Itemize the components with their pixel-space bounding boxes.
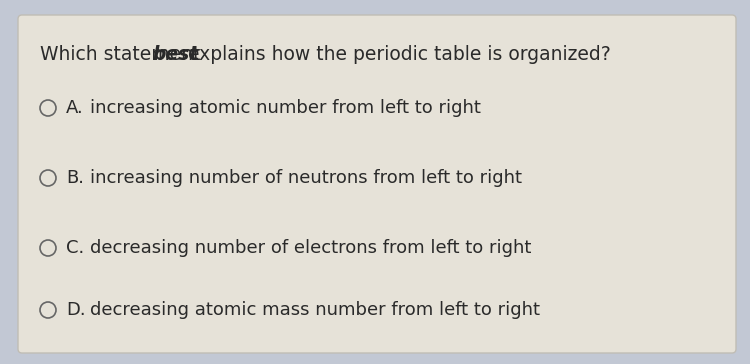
- Text: increasing number of neutrons from left to right: increasing number of neutrons from left …: [90, 169, 522, 187]
- Text: C.: C.: [66, 239, 84, 257]
- Text: D.: D.: [66, 301, 86, 319]
- Text: decreasing atomic mass number from left to right: decreasing atomic mass number from left …: [90, 301, 540, 319]
- FancyBboxPatch shape: [18, 15, 736, 353]
- Text: A.: A.: [66, 99, 84, 117]
- Text: explains how the periodic table is organized?: explains how the periodic table is organ…: [182, 46, 610, 64]
- Text: Which statement: Which statement: [40, 46, 206, 64]
- Text: increasing atomic number from left to right: increasing atomic number from left to ri…: [90, 99, 481, 117]
- Text: decreasing number of electrons from left to right: decreasing number of electrons from left…: [90, 239, 531, 257]
- Text: B.: B.: [66, 169, 84, 187]
- Text: best: best: [152, 46, 199, 64]
